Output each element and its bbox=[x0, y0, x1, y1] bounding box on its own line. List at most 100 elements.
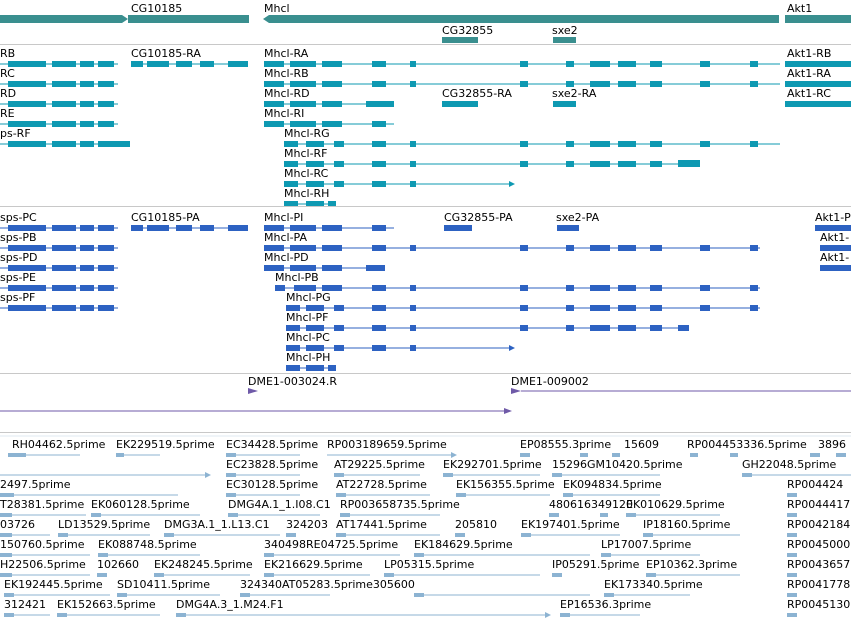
est-label[interactable]: EK216629.5prime bbox=[264, 558, 363, 571]
protein-feature[interactable]: Mhcl-PH bbox=[286, 351, 336, 371]
est-label[interactable]: 324340AT05283.5prime305600 bbox=[240, 578, 415, 591]
est-label[interactable]: AT17441.5prime bbox=[336, 518, 427, 531]
protein-feature[interactable]: Mhcl-PC bbox=[286, 331, 515, 351]
est-label[interactable]: EP10362.3prime bbox=[646, 558, 737, 571]
transcript-feature[interactable]: Mhcl-RC bbox=[284, 167, 515, 187]
protein-feature[interactable]: Akt1- bbox=[820, 231, 851, 251]
gene-feature-sxe2[interactable]: sxe2 bbox=[552, 24, 578, 43]
protein-feature[interactable]: Mhcl-PD bbox=[264, 251, 385, 271]
est-label[interactable]: RP0043657 bbox=[787, 558, 850, 571]
protein-feature[interactable]: Mhcl-PA bbox=[264, 231, 760, 251]
protein-feature[interactable]: Mhcl-PG bbox=[286, 291, 760, 311]
protein-feature[interactable]: Mhcl-PI bbox=[264, 211, 394, 231]
est-label[interactable]: RP0044417 bbox=[787, 498, 850, 511]
protein-feature[interactable]: Akt1-P bbox=[815, 211, 851, 231]
transcript-feature[interactable]: Akt1-RA bbox=[785, 67, 851, 87]
est-label[interactable]: GH22048.5prime bbox=[742, 458, 837, 471]
est-label[interactable]: EK060128.5prime bbox=[91, 498, 190, 511]
protein-feature[interactable]: sps-PD bbox=[0, 251, 118, 271]
protein-feature[interactable]: CG10185-PA bbox=[131, 211, 248, 231]
transcript-feature[interactable]: Mhcl-RF bbox=[284, 147, 700, 167]
est-label[interactable]: EK197401.5prime bbox=[521, 518, 620, 531]
est-label[interactable]: 3896 bbox=[818, 438, 846, 451]
transcript-feature[interactable]: CG10185-RA bbox=[131, 47, 248, 67]
est-label[interactable]: AT29225.5prime bbox=[334, 458, 425, 471]
est-label[interactable]: EK184629.5prime bbox=[414, 538, 513, 551]
transcript-feature[interactable]: Mhcl-RI bbox=[264, 107, 394, 127]
est-label[interactable]: EK229519.5prime bbox=[116, 438, 215, 451]
est-label[interactable]: RP0045130 bbox=[787, 598, 850, 611]
est-label[interactable]: 15609 bbox=[624, 438, 659, 451]
transcript-feature[interactable]: Akt1-RB bbox=[785, 47, 851, 67]
protein-feature[interactable]: sps-PE bbox=[0, 271, 118, 291]
gene-feature-cg10185[interactable]: CG10185 bbox=[0, 2, 249, 23]
est-label[interactable]: LD13529.5prime bbox=[58, 518, 150, 531]
protein-feature[interactable]: sxe2-PA bbox=[556, 211, 600, 231]
transcript-feature[interactable]: Mhcl-RA bbox=[264, 47, 780, 67]
transcript-feature[interactable]: Mhcl-RG bbox=[284, 127, 780, 147]
protein-feature[interactable]: Mhcl-PF bbox=[286, 311, 689, 331]
est-label[interactable]: EP16536.3prime bbox=[560, 598, 651, 611]
est-label[interactable]: RP004424 bbox=[787, 478, 843, 491]
est-label[interactable]: RH04462.5prime bbox=[12, 438, 106, 451]
est-label[interactable]: EK088748.5prime bbox=[98, 538, 197, 551]
protein-feature[interactable]: Akt1- bbox=[820, 251, 851, 271]
protein-feature[interactable]: sps-PB bbox=[0, 231, 118, 251]
transcript-feature[interactable]: ps-RF bbox=[0, 127, 130, 147]
est-label[interactable]: 324203 bbox=[286, 518, 328, 531]
protein-feature[interactable]: sps-PC bbox=[0, 211, 118, 231]
est-label[interactable]: EK192445.5prime bbox=[4, 578, 103, 591]
protein-feature[interactable]: Mhcl-PB bbox=[275, 271, 760, 291]
est-label[interactable]: LP17007.5prime bbox=[601, 538, 692, 551]
est-label[interactable]: 15296GM10420.5prime bbox=[552, 458, 683, 471]
transcript-feature[interactable]: Mhcl-RB bbox=[264, 67, 780, 87]
transcript-feature[interactable]: Mhcl-RD bbox=[264, 87, 394, 107]
est-label[interactable]: 102660 bbox=[97, 558, 139, 571]
gene-feature-mhcl[interactable]: Mhcl bbox=[263, 2, 779, 23]
transcript-feature[interactable]: CG32855-RA bbox=[442, 87, 512, 107]
est-label[interactable]: RP0045000 bbox=[787, 538, 850, 551]
transcript-feature[interactable]: Akt1-RC bbox=[785, 87, 851, 107]
est-label[interactable]: EK010629.5prime bbox=[626, 498, 725, 511]
est-label[interactable]: 2497.5prime bbox=[0, 478, 71, 491]
est-label[interactable]: RP003189659.5prime bbox=[327, 438, 447, 451]
transcript-feature[interactable]: RB bbox=[0, 47, 118, 67]
est-label[interactable]: RP003658735.5prime bbox=[340, 498, 460, 511]
est-label[interactable]: 480616349120 bbox=[549, 498, 633, 511]
est-label[interactable]: EK292701.5prime bbox=[443, 458, 542, 471]
match-feature[interactable]: DME1-009002 bbox=[511, 375, 851, 394]
est-label[interactable]: 205810 bbox=[455, 518, 497, 531]
est-label[interactable]: H22506.5prime bbox=[0, 558, 86, 571]
est-label[interactable]: IP05291.5prime bbox=[552, 558, 640, 571]
match-feature[interactable]: DME1-003024.R bbox=[0, 375, 512, 414]
est-label[interactable]: EK152663.5prime bbox=[57, 598, 156, 611]
transcript-feature[interactable]: RC bbox=[0, 67, 118, 87]
est-label[interactable]: EK173340.5prime bbox=[604, 578, 703, 591]
est-label[interactable]: RP0041778 bbox=[787, 578, 850, 591]
est-label[interactable]: EK094834.5prime bbox=[563, 478, 662, 491]
est-label[interactable]: EC23828.5prime bbox=[226, 458, 318, 471]
est-label[interactable]: RP004453336.5prime bbox=[687, 438, 807, 451]
est-label[interactable]: DMG4A.3_1.M24.F1 bbox=[176, 598, 284, 611]
transcript-feature[interactable]: Mhcl-RH bbox=[284, 187, 336, 206]
est-label[interactable]: LP05315.5prime bbox=[384, 558, 475, 571]
est-label[interactable]: EC30128.5prime bbox=[226, 478, 318, 491]
est-label[interactable]: EC34428.5prime bbox=[226, 438, 318, 451]
est-label[interactable]: EK248245.5prime bbox=[154, 558, 253, 571]
est-label[interactable]: EP08555.3prime bbox=[520, 438, 611, 451]
gene-feature-cg32855[interactable]: CG32855 bbox=[442, 24, 493, 43]
est-label[interactable]: 150760.5prime bbox=[0, 538, 85, 551]
protein-feature[interactable]: sps-PF bbox=[0, 291, 118, 311]
est-label[interactable]: DMG3A.1_1.L13.C1 bbox=[164, 518, 270, 531]
est-label[interactable]: 03726 bbox=[0, 518, 35, 531]
est-label[interactable]: IP18160.5prime bbox=[643, 518, 731, 531]
est-label[interactable]: RP0042184 bbox=[787, 518, 850, 531]
transcript-feature[interactable]: RE bbox=[0, 107, 118, 127]
transcript-feature[interactable]: sxe2-RA bbox=[552, 87, 597, 107]
est-label[interactable]: 340498RE04725.5prime bbox=[264, 538, 398, 551]
gene-feature-akt1[interactable]: Akt1 bbox=[785, 2, 851, 23]
est-label[interactable]: AT22728.5prime bbox=[336, 478, 427, 491]
protein-feature[interactable]: CG32855-PA bbox=[444, 211, 513, 231]
est-label[interactable]: EK156355.5prime bbox=[456, 478, 555, 491]
est-label[interactable]: DMG4A.1_1.I08.C1 bbox=[228, 498, 331, 511]
